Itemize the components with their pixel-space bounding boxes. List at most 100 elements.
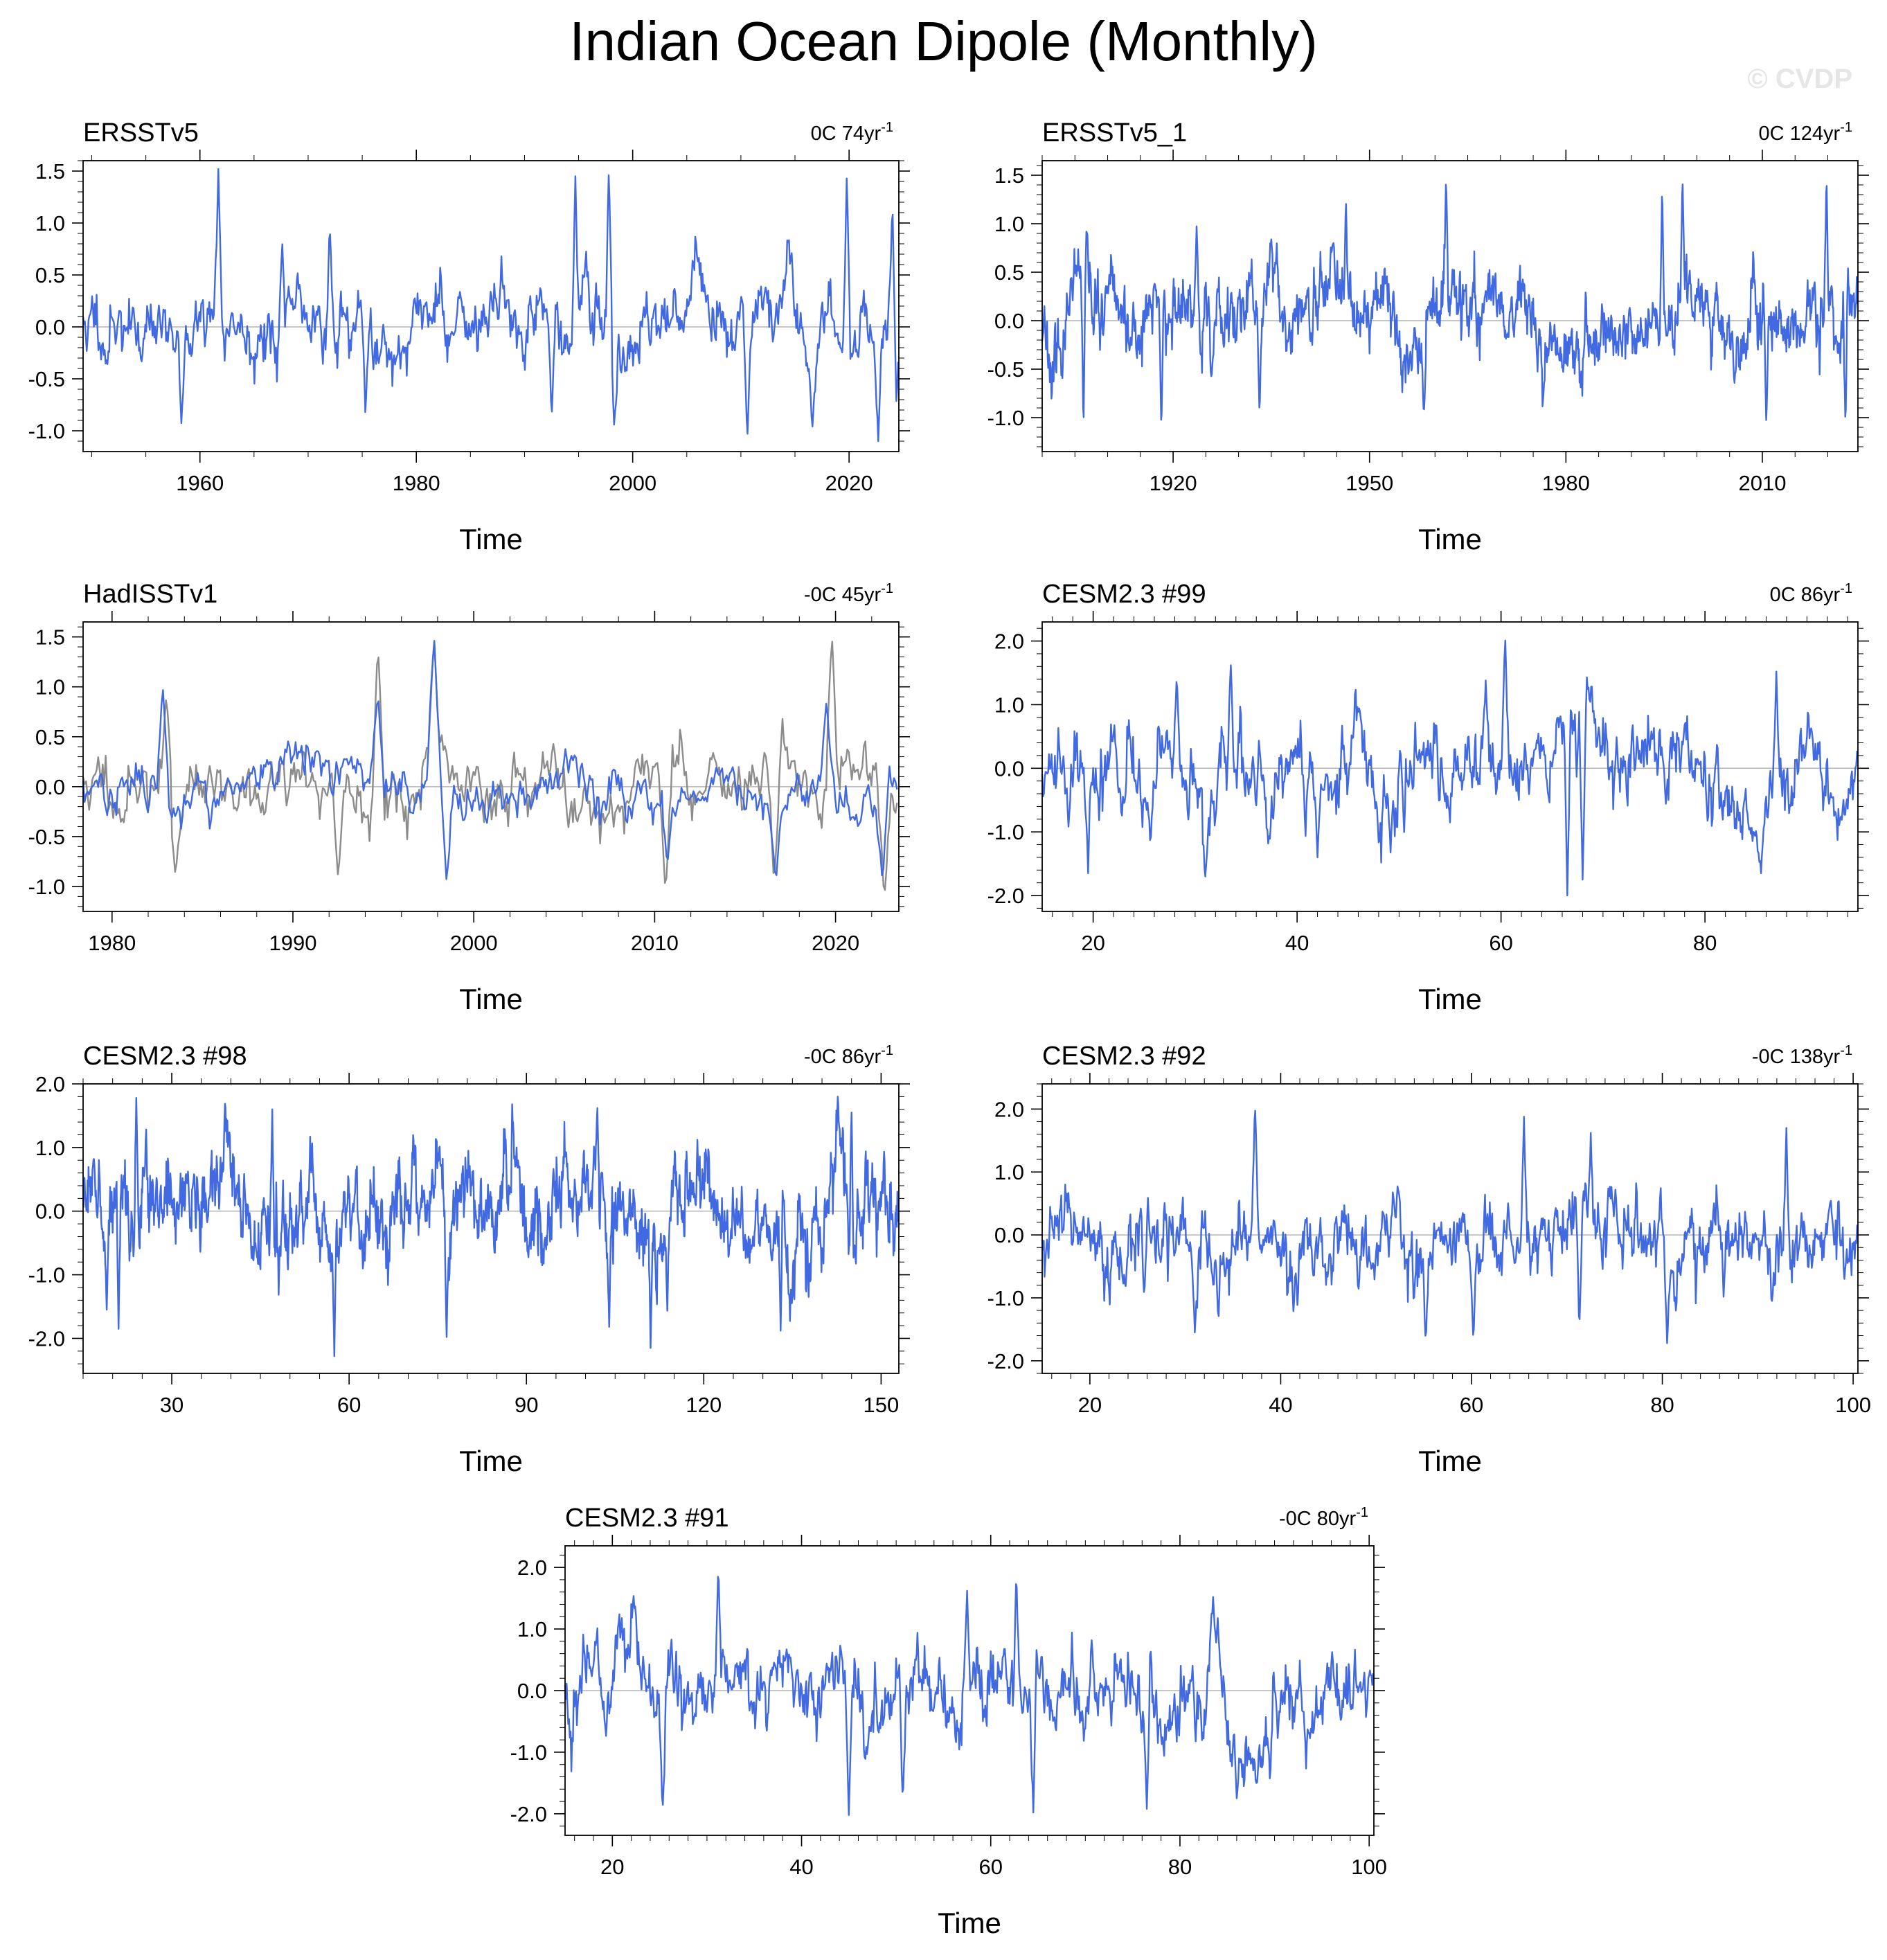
trend-exponent: -1: [1840, 1043, 1852, 1058]
plot-frame: [1041, 160, 1859, 452]
x-tick-label: 80: [1693, 931, 1717, 955]
x-tick-label: 40: [1269, 1393, 1292, 1417]
watermark: © CVDP: [1747, 64, 1852, 94]
x-tick-label: 1990: [269, 931, 317, 955]
x-tick-label: 20: [1078, 1393, 1102, 1417]
y-tick-label: -0.5: [987, 357, 1024, 382]
series-line-1: [82, 640, 898, 880]
x-tick-label: 60: [337, 1393, 361, 1417]
trend-exponent: -1: [881, 1043, 893, 1058]
y-tick-label: 1.0: [994, 1160, 1024, 1184]
x-tick-label: 2020: [825, 471, 873, 495]
x-tick-label: 100: [1351, 1855, 1387, 1879]
trend-label: 0C 124yr-1: [1759, 120, 1852, 145]
y-tick-label: 0.5: [35, 263, 65, 287]
x-tick-label: 60: [1489, 931, 1512, 955]
x-tick-label: 1920: [1150, 471, 1197, 495]
plot-frame: [1041, 621, 1859, 912]
x-tick-label: 40: [789, 1855, 813, 1879]
y-tick-label: 1.5: [994, 163, 1024, 188]
x-tick-label: 30: [160, 1393, 184, 1417]
trend-label: 0C 74yr-1: [811, 120, 893, 145]
y-tick-label: -1.0: [28, 419, 65, 443]
x-tick-label: 80: [1650, 1393, 1674, 1417]
trend-value: 0C 86yr: [1770, 584, 1841, 606]
x-axis-label: Time: [1418, 983, 1482, 1015]
series-line-0: [82, 639, 898, 891]
y-tick-label: 0.0: [35, 775, 65, 799]
chart-title: HadISSTv1: [83, 580, 217, 609]
x-tick-label: 100: [1835, 1393, 1871, 1417]
y-tick-label: 0.0: [517, 1679, 547, 1703]
series-line-0: [82, 1096, 900, 1357]
y-tick-label: 1.0: [35, 1136, 65, 1160]
x-tick-label: 2010: [1738, 471, 1786, 495]
chart-panel: ERSSTv5_1 0C 124yr-1 -1.0 -0.5 0.0 0.5 1.0 1.5 1…: [987, 118, 1869, 555]
trend-value: 0C 124yr: [1759, 123, 1841, 145]
y-tick-label: 1.0: [994, 693, 1024, 717]
y-tick-label: -0.5: [28, 825, 65, 849]
y-tick-label: 0.0: [994, 309, 1024, 333]
x-tick-label: 1980: [88, 931, 136, 955]
plot-frame: [82, 1083, 900, 1374]
series-line-0: [1041, 183, 1859, 421]
chart-panel: ERSSTv5 0C 74yr-1 -1.0 -0.5 0.0 0.5 1.0 1.5 1960…: [28, 118, 910, 555]
chart-title: ERSSTv5: [83, 118, 199, 148]
x-tick-label: 1960: [176, 471, 224, 495]
x-tick-label: 2000: [450, 931, 498, 955]
series-line-0: [1041, 639, 1858, 897]
trend-value: -0C 138yr: [1752, 1046, 1841, 1068]
x-axis-label: Time: [1418, 523, 1482, 555]
page-title: Indian Ocean Dipole (Monthly): [569, 10, 1318, 72]
y-tick-label: -0.5: [28, 367, 65, 391]
chart-title: CESM2.3 #99: [1042, 580, 1206, 609]
trend-value: -0C 45yr: [804, 584, 882, 606]
y-tick-label: -2.0: [987, 1349, 1024, 1373]
y-tick-label: 2.0: [994, 630, 1024, 654]
chart-title: ERSSTv5_1: [1042, 118, 1187, 148]
x-tick-label: 20: [1081, 931, 1105, 955]
y-tick-label: 1.5: [35, 625, 65, 650]
y-tick-label: -1.0: [987, 820, 1024, 844]
x-tick-label: 40: [1285, 931, 1309, 955]
y-tick-label: 2.0: [35, 1072, 65, 1096]
y-tick-label: 1.0: [994, 212, 1024, 236]
trend-label: 0C 86yr-1: [1770, 581, 1852, 606]
chart-title: CESM2.3 #91: [565, 1504, 729, 1533]
y-tick-label: -1.0: [510, 1740, 547, 1765]
series-line-0: [82, 168, 900, 443]
y-tick-label: 1.0: [517, 1617, 547, 1641]
trend-exponent: -1: [881, 120, 893, 135]
x-tick-label: 60: [978, 1855, 1002, 1879]
y-tick-label: -2.0: [510, 1802, 547, 1826]
chart-panel: HadISSTv1 -0C 45yr-1 -1.0 -0.5 0.0 0.5 1.0 1.5 1…: [28, 580, 910, 1015]
y-tick-label: -2.0: [987, 884, 1024, 908]
chart-panel: CESM2.3 #98 -0C 86yr-1 -2.0 -1.0 0.0 1.0 2.0 30…: [28, 1042, 910, 1477]
y-tick-label: -1.0: [28, 1263, 65, 1288]
x-tick-label: 2020: [812, 931, 859, 955]
x-tick-label: 120: [686, 1393, 722, 1417]
y-tick-label: -1.0: [987, 1286, 1024, 1310]
trend-exponent: -1: [1840, 581, 1852, 596]
x-tick-label: 1980: [393, 471, 440, 495]
chart-panel: CESM2.3 #99 0C 86yr-1 -2.0 -1.0 0.0 1.0 2.0 20 4…: [987, 580, 1869, 1015]
trend-label: -0C 45yr-1: [804, 581, 893, 606]
trend-label: -0C 86yr-1: [804, 1043, 893, 1068]
series-line-0: [1041, 1110, 1859, 1344]
series-line-0: [564, 1576, 1375, 1816]
x-tick-label: 2000: [609, 471, 656, 495]
x-tick-label: 90: [515, 1393, 538, 1417]
trend-exponent: -1: [881, 581, 893, 596]
trend-label: -0C 138yr-1: [1752, 1043, 1852, 1068]
trend-exponent: -1: [1356, 1505, 1368, 1520]
y-tick-label: 0.5: [994, 260, 1024, 285]
y-tick-label: 0.0: [35, 315, 65, 339]
x-axis-label: Time: [938, 1907, 1001, 1939]
x-tick-label: 20: [600, 1855, 624, 1879]
trend-label: -0C 80yr-1: [1279, 1505, 1368, 1530]
y-tick-label: 2.0: [517, 1556, 547, 1580]
y-tick-label: 2.0: [994, 1097, 1024, 1121]
x-axis-label: Time: [459, 1445, 523, 1477]
trend-value: 0C 74yr: [811, 123, 882, 145]
